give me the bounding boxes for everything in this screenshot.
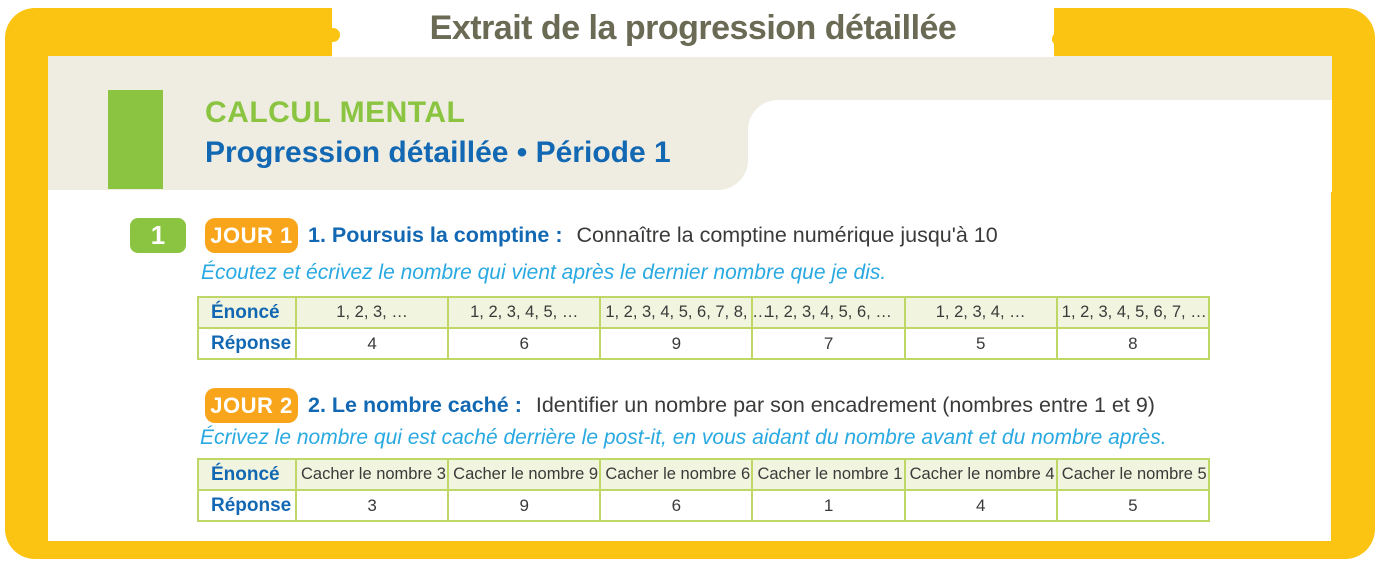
enonce-cell: Cacher le nombre 5 — [1055, 458, 1211, 491]
teacher-instruction-2: Écrivez le nombre qui est caché derrière… — [200, 426, 1167, 449]
row-label-reponse: Réponse — [197, 327, 297, 360]
table-row-reponse: Réponse 3 9 6 1 4 5 — [197, 489, 1211, 522]
title-ornament-left-icon — [286, 10, 344, 57]
reponse-cell: 4 — [294, 327, 450, 360]
reponse-cell: 1 — [751, 489, 906, 522]
week-number-badge: 1 — [130, 218, 186, 253]
teacher-instruction-1: Écoutez et écrivez le nombre qui vient a… — [201, 261, 887, 284]
reponse-cell: 7 — [751, 327, 906, 360]
enonce-cell: 1, 2, 3, 4, 5, 6, 7, … — [1055, 296, 1211, 329]
enonce-cell: 1, 2, 3, … — [294, 296, 450, 329]
reponse-cell: 9 — [599, 327, 754, 360]
activity-heading-1: 1. Poursuis la comptine : Connaître la c… — [308, 223, 998, 248]
header-accent-square — [108, 90, 163, 189]
page-title: Extrait de la progression détaillée — [429, 9, 957, 47]
enonce-cell: 1, 2, 3, 4, … — [903, 296, 1058, 329]
enonce-cell: Cacher le nombre 3 — [294, 458, 450, 491]
enonce-cell: Cacher le nombre 9 — [447, 458, 602, 491]
activity-heading-2: 2. Le nombre caché : Identifier un nombr… — [308, 393, 1155, 418]
header-tab — [48, 56, 748, 190]
exercise-table-2: Énoncé Cacher le nombre 3 Cacher le nomb… — [197, 458, 1211, 522]
header-kicker: CALCUL MENTAL — [205, 96, 466, 129]
enonce-cell: Cacher le nombre 4 — [903, 458, 1058, 491]
reponse-cell: 5 — [903, 327, 1058, 360]
enonce-cell: 1, 2, 3, 4, 5, 6, … — [751, 296, 906, 329]
reponse-cell: 3 — [294, 489, 450, 522]
enonce-cell: Cacher le nombre 1 — [751, 458, 906, 491]
title-plate: Extrait de la progression détaillée — [332, 0, 1054, 57]
reponse-cell: 8 — [1055, 327, 1211, 360]
exercise-table-1: Énoncé 1, 2, 3, … 1, 2, 3, 4, 5, … 1, 2,… — [197, 296, 1211, 360]
row-label-enonce: Énoncé — [197, 296, 297, 329]
header-notch — [748, 100, 1332, 192]
title-ornament-right-icon — [1048, 14, 1106, 61]
reponse-cell: 6 — [447, 327, 602, 360]
reponse-cell: 5 — [1055, 489, 1211, 522]
reponse-cell: 4 — [903, 489, 1058, 522]
enonce-cell: 1, 2, 3, 4, 5, … — [447, 296, 602, 329]
activity-goal-1: Connaître la comptine numérique jusqu'à … — [576, 223, 998, 247]
row-label-reponse: Réponse — [197, 489, 297, 522]
activity-title-1: 1. Poursuis la comptine : — [308, 223, 563, 247]
activity-title-2: 2. Le nombre caché : — [308, 393, 522, 417]
activity-goal-2: Identifier un nombre par son encadrement… — [535, 393, 1155, 417]
reponse-cell: 9 — [447, 489, 602, 522]
table-row-reponse: Réponse 4 6 9 7 5 8 — [197, 327, 1211, 360]
table-row-enonce: Énoncé 1, 2, 3, … 1, 2, 3, 4, 5, … 1, 2,… — [197, 296, 1211, 329]
row-label-enonce: Énoncé — [197, 458, 297, 491]
reponse-cell: 6 — [599, 489, 754, 522]
header-subtitle: Progression détaillée • Période 1 — [205, 136, 671, 169]
day-badge-jour2: JOUR 2 — [205, 388, 298, 423]
day-badge-jour1: JOUR 1 — [205, 218, 298, 253]
enonce-cell: Cacher le nombre 6 — [599, 458, 754, 491]
enonce-cell: 1, 2, 3, 4, 5, 6, 7, 8, … — [599, 296, 769, 329]
table-row-enonce: Énoncé Cacher le nombre 3 Cacher le nomb… — [197, 458, 1211, 491]
